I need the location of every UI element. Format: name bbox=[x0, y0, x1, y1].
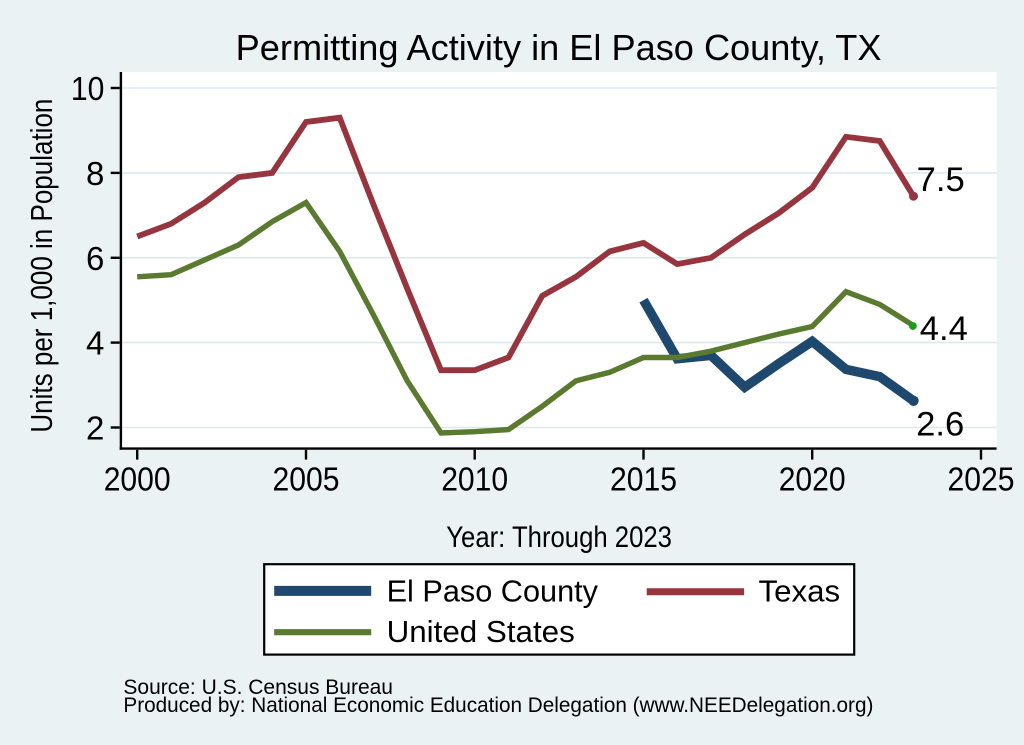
svg-text:El Paso County: El Paso County bbox=[387, 575, 599, 609]
svg-text:Permitting Activity in El Paso: Permitting Activity in El Paso County, T… bbox=[236, 27, 882, 68]
svg-text:7.5: 7.5 bbox=[917, 161, 965, 199]
svg-text:2015: 2015 bbox=[610, 460, 677, 497]
svg-text:4: 4 bbox=[86, 325, 104, 362]
svg-text:Texas: Texas bbox=[759, 575, 841, 609]
svg-text:2000: 2000 bbox=[104, 460, 171, 497]
svg-text:6: 6 bbox=[86, 240, 104, 277]
svg-text:Year: Through 2023: Year: Through 2023 bbox=[446, 521, 672, 554]
svg-text:2020: 2020 bbox=[779, 460, 846, 497]
svg-text:2: 2 bbox=[86, 410, 104, 447]
svg-text:8: 8 bbox=[86, 155, 104, 192]
svg-text:10: 10 bbox=[71, 70, 105, 107]
svg-text:Produced by: National Economic: Produced by: National Economic Education… bbox=[123, 694, 873, 717]
svg-text:Units per 1,000 in Population: Units per 1,000 in Population bbox=[24, 99, 59, 433]
svg-text:2010: 2010 bbox=[441, 460, 508, 497]
svg-text:2025: 2025 bbox=[948, 460, 1015, 497]
svg-text:4.4: 4.4 bbox=[920, 310, 968, 348]
svg-text:2005: 2005 bbox=[273, 460, 340, 497]
svg-text:Source: U.S. Census Bureau: Source: U.S. Census Bureau bbox=[123, 676, 393, 699]
svg-text:2.6: 2.6 bbox=[916, 406, 964, 444]
svg-text:United States: United States bbox=[387, 615, 575, 649]
